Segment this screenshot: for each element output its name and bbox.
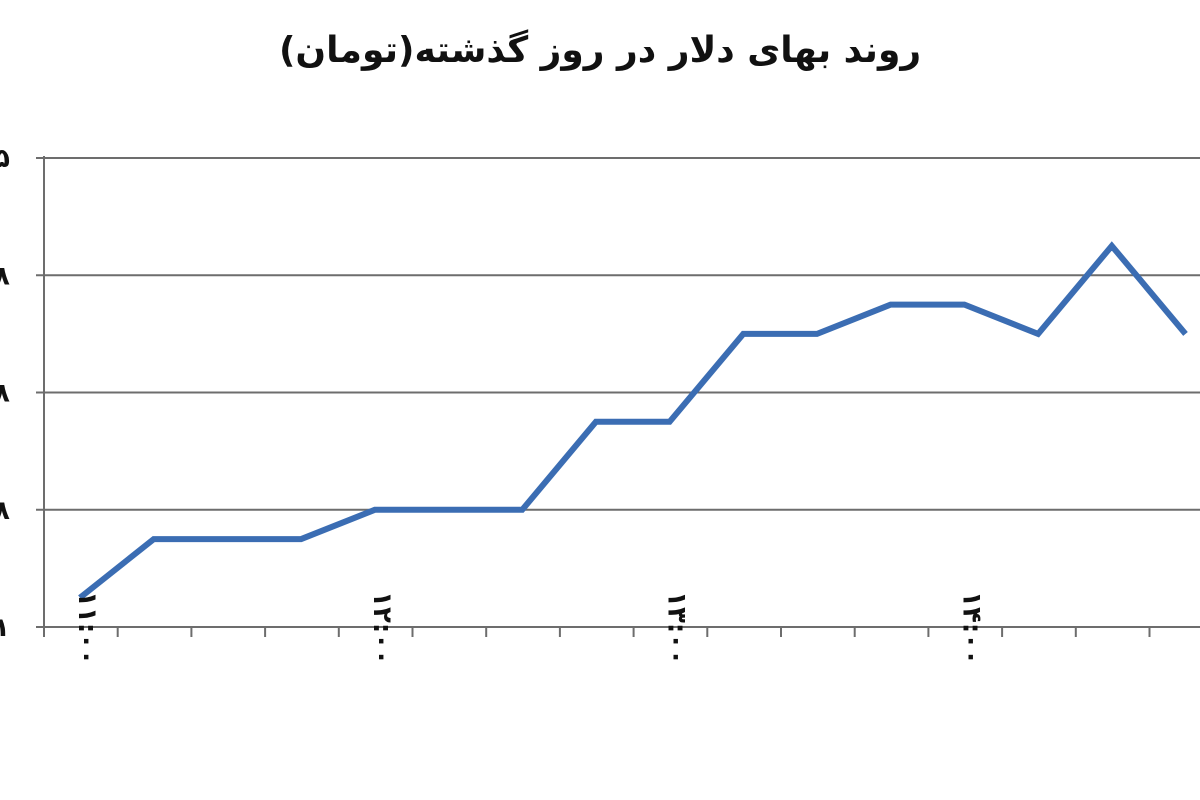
axes	[36, 156, 1200, 637]
gridlines	[44, 157, 1200, 511]
chart-title: روند بهای دلار در روز گذشته(تومان)	[278, 30, 922, 71]
y-tick-label: ۸	[0, 379, 10, 409]
x-tick-label: ۱۲:۰۰	[367, 591, 397, 665]
x-tick-label: ۱۱:۰۰	[72, 591, 102, 665]
y-tick-label: ۵	[0, 144, 10, 174]
tick-labels: ۵ ۸ ۸ ۸ ۱ ۱۱:۰۰ ۱۲:۰۰ ۱۳:۰۰ ۱۴:۰۰	[0, 144, 986, 665]
y-tick-label: ۸	[0, 496, 10, 526]
series-line	[78, 241, 1188, 601]
x-tick-label: ۱۴:۰۰	[956, 591, 986, 665]
x-tick-label: ۱۳:۰۰	[662, 591, 692, 665]
y-tick-label: ۱	[0, 613, 10, 643]
y-tick-label: ۸	[0, 261, 10, 291]
series-layer	[78, 241, 1188, 601]
